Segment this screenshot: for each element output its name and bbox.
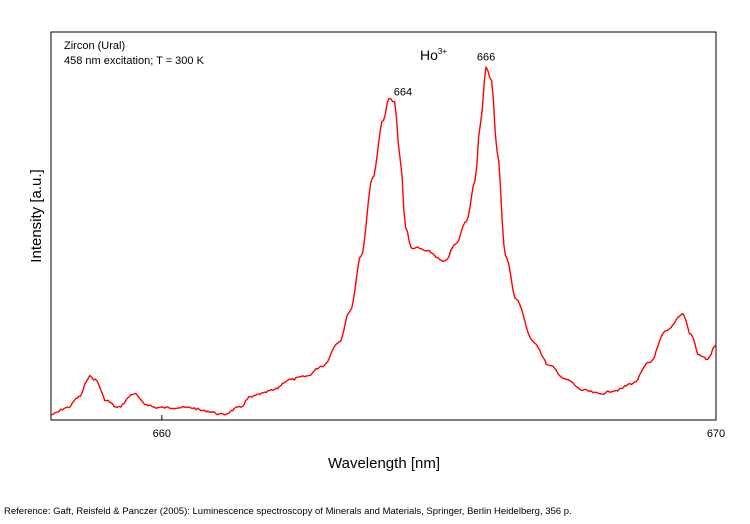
ion-label: Ho3+: [420, 47, 447, 63]
ion-label-superscript: 3+: [438, 47, 447, 56]
peak-labels: 664 666: [394, 52, 495, 99]
reference-text: Reference: Gaft, Reisfeld & Panczer (200…: [4, 506, 572, 517]
y-axis-label: Intensity [a.u.]: [28, 169, 45, 262]
peak-label: 666: [477, 52, 495, 64]
x-tick-label: 670: [707, 428, 725, 440]
plot-frame: [50, 31, 717, 421]
x-tick-label: 660: [153, 428, 171, 440]
x-ticks: 660 670: [153, 415, 725, 440]
spectrum-line: [51, 66, 717, 416]
chart: 660 670 Zircon (Ural) 458 nm excitation; …: [28, 31, 725, 472]
ion-label-base: Ho: [420, 47, 438, 63]
annotation-sample: Zircon (Ural): [64, 40, 125, 52]
annotation-conditions: 458 nm excitation; T = 300 K: [64, 55, 205, 67]
x-axis-label: Wavelength [nm]: [328, 455, 440, 472]
peak-label: 664: [394, 86, 412, 98]
